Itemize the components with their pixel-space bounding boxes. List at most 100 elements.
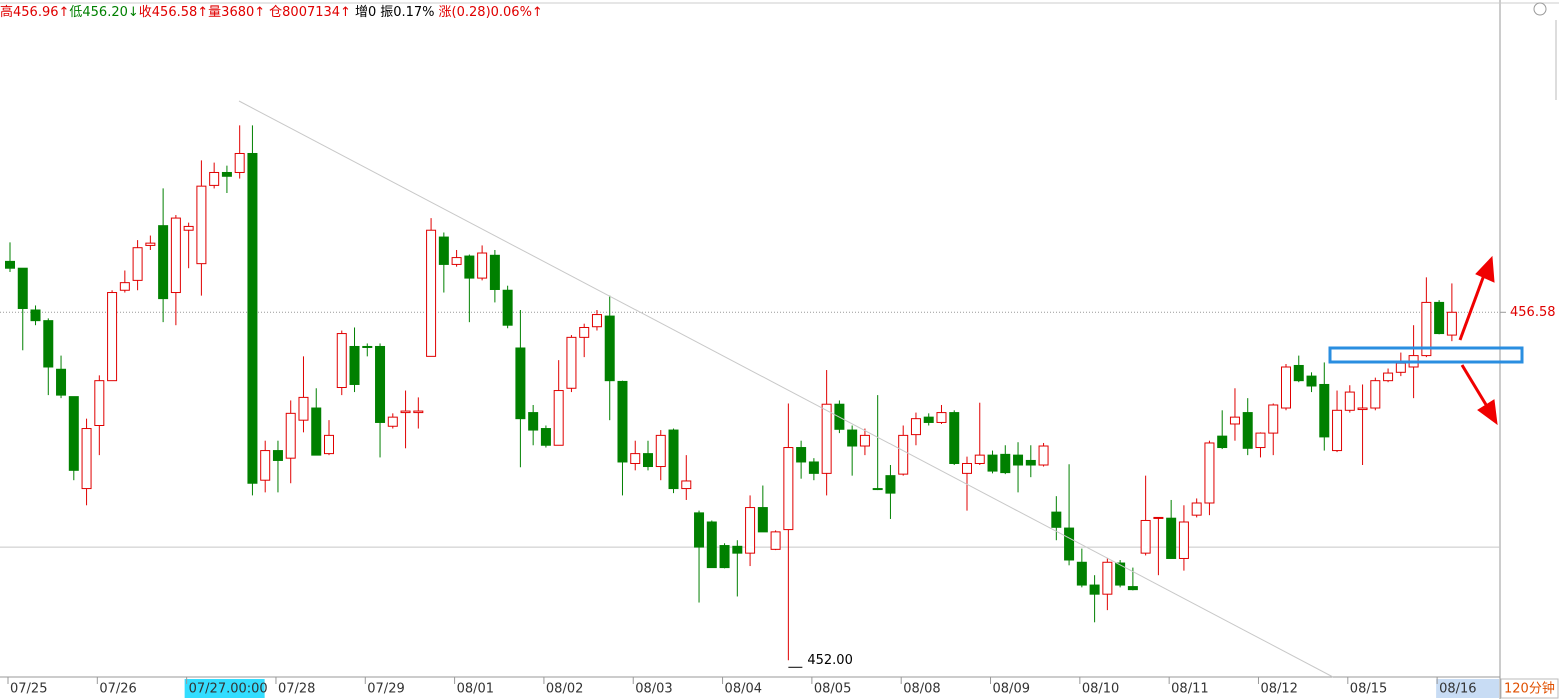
candle-body xyxy=(400,410,411,414)
x-tick-label: 07/28 xyxy=(278,682,315,697)
candle-body xyxy=(502,289,513,326)
candle-body xyxy=(719,545,730,569)
arrow-up xyxy=(1458,274,1486,341)
arrow-down-head xyxy=(1477,399,1498,426)
candle-body xyxy=(451,257,462,265)
candle-body xyxy=(413,410,424,414)
candle-body xyxy=(1332,409,1343,452)
candle-body xyxy=(349,345,360,385)
x-tick-label: 08/09 xyxy=(993,682,1030,697)
candle-body xyxy=(579,326,590,338)
candle-body xyxy=(1344,391,1355,411)
x-tick-label: 08/11 xyxy=(1171,682,1208,697)
candle-body xyxy=(285,412,296,459)
candle-body xyxy=(936,412,947,423)
info-item: 收456.58↑ xyxy=(139,5,208,20)
candle-body xyxy=(17,267,28,309)
candle-body xyxy=(1229,416,1240,425)
candle-body xyxy=(158,225,169,300)
candle-body xyxy=(1000,453,1011,474)
candle-body xyxy=(1013,454,1024,466)
info-item: 高456.96↑ xyxy=(0,4,69,20)
candle-body xyxy=(145,242,156,246)
candle-body xyxy=(209,171,220,186)
candle-body xyxy=(183,225,194,231)
candle-body xyxy=(260,450,271,481)
x-tick-label: 07/26 xyxy=(99,682,136,697)
candle-body xyxy=(438,236,449,265)
candle-body xyxy=(1140,519,1151,554)
candle-body xyxy=(1306,375,1317,387)
candle-body xyxy=(1357,407,1368,411)
candle-body xyxy=(1217,435,1228,449)
candle-body xyxy=(1025,459,1036,466)
x-tick-label: 07/27.00:00 xyxy=(189,682,268,697)
info-bar: 高456.96↑低456.20↓收456.58↑量3680↑ 仓8007134↑ 增… xyxy=(0,4,543,20)
candle-body xyxy=(681,480,692,490)
period-box xyxy=(1500,678,1559,699)
highlight-box xyxy=(1328,346,1524,364)
candle-body xyxy=(234,152,245,173)
candle-body xyxy=(68,396,79,471)
arrow-down xyxy=(1460,364,1490,409)
x-tick-label: 08/01 xyxy=(457,682,494,697)
candle-body xyxy=(1268,404,1279,434)
candle-body xyxy=(872,488,883,491)
candle-body xyxy=(375,345,386,423)
candle-body xyxy=(1434,301,1445,335)
x-tick-label: 08/03 xyxy=(635,682,672,697)
info-item: 量3680↑ xyxy=(208,5,265,20)
candle-body xyxy=(591,314,602,328)
candle-body xyxy=(987,454,998,472)
settings-icon[interactable] xyxy=(1533,2,1547,16)
x-tick-label: 08/16 xyxy=(1439,682,1476,697)
candle-body xyxy=(1102,561,1113,595)
candle-body xyxy=(30,309,41,322)
x-tick-label: 07/25 xyxy=(10,682,47,697)
candle-body xyxy=(540,428,551,446)
candle-body xyxy=(1076,561,1087,586)
x-tick-label: 07/29 xyxy=(367,682,404,697)
last-price-label: 456.58 xyxy=(1510,305,1556,320)
candle-body xyxy=(1038,445,1049,466)
candle-body xyxy=(56,368,67,396)
candle-body xyxy=(477,252,488,279)
plot-area: 452.00 xyxy=(0,125,1500,668)
candle-body xyxy=(706,521,717,569)
candle-body xyxy=(643,453,653,468)
candle-body xyxy=(528,412,539,431)
x-tick-label: 08/08 xyxy=(903,682,940,697)
candle-body xyxy=(847,429,858,447)
candle-body xyxy=(1383,372,1394,382)
candle-body xyxy=(655,434,666,468)
candle-body xyxy=(298,396,309,421)
candle-body xyxy=(1089,584,1100,595)
candle-body xyxy=(1115,562,1126,586)
candle-body xyxy=(1281,366,1291,409)
candle-body xyxy=(1293,364,1304,382)
candle-body xyxy=(604,315,615,382)
candle-body xyxy=(221,171,232,177)
candle-body xyxy=(196,185,207,265)
candle-body xyxy=(362,345,373,348)
x-tick-label: 08/04 xyxy=(725,682,762,697)
candle-body xyxy=(808,461,819,474)
info-item: 低456.20↓ xyxy=(69,5,138,20)
candle-body xyxy=(770,531,781,550)
current-label-bg xyxy=(1436,679,1499,698)
candle-body xyxy=(566,336,577,389)
candle-body xyxy=(668,429,679,490)
candle-body xyxy=(910,418,921,436)
info-item: 振0.17% xyxy=(380,5,434,20)
candle-body xyxy=(796,447,807,463)
candle-body xyxy=(336,333,347,389)
candle-body xyxy=(1178,521,1189,559)
x-tick-label: 08/10 xyxy=(1082,682,1119,697)
annotation-label: 452.00 xyxy=(807,653,853,668)
candle-body xyxy=(898,434,909,475)
candle-body xyxy=(1255,432,1266,449)
candle-body xyxy=(949,412,960,464)
arrows xyxy=(1458,255,1498,426)
candle-body xyxy=(630,453,641,464)
